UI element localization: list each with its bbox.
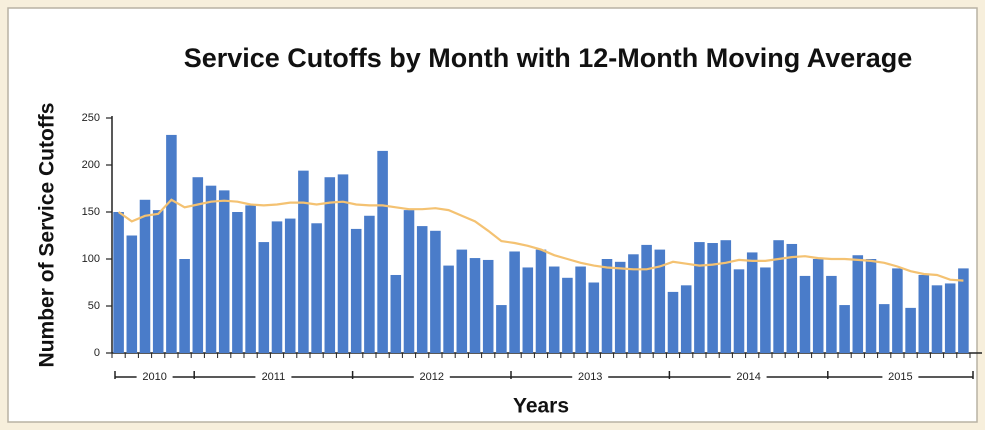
bar [126,235,138,353]
bar [139,199,151,353]
y-tick-label: 0 [94,347,100,359]
bar [839,305,850,353]
bar [641,244,652,353]
bar [667,291,679,353]
bar [680,285,692,353]
bar [337,174,349,353]
x-axis-label: Years [513,395,569,418]
bar [364,215,375,353]
bar [377,150,388,353]
bar [812,259,824,353]
bar [496,305,507,353]
bar [720,240,732,353]
group-label: 2013 [578,371,602,383]
bar [786,243,798,353]
bar [218,190,230,353]
bar [944,283,956,353]
y-tick-label: 150 [82,206,100,218]
bar [799,275,811,353]
bar [179,259,190,353]
bar [271,221,283,353]
bar [826,275,837,353]
bar [390,274,402,353]
y-tick-label: 100 [82,253,100,265]
bar [733,269,745,353]
bar [298,170,309,353]
bar [509,251,520,353]
bar [548,266,560,353]
bar [522,267,534,353]
bar [284,218,296,353]
bar [918,274,930,353]
bar [562,277,573,353]
chart-title: Service Cutoffs by Month with 12-Month M… [184,43,913,73]
bar [892,268,903,353]
y-tick-label: 200 [82,159,100,171]
bar [694,242,705,353]
moving-average-line [117,198,964,282]
bar [456,249,468,353]
bar [773,240,784,353]
bar [628,254,639,353]
bar [905,307,916,353]
group-label: 2014 [736,371,760,383]
bar [865,259,877,353]
bar [324,177,336,353]
bar [654,249,666,353]
bar [575,266,586,353]
bar [166,134,177,353]
bar [192,177,204,353]
group-label: 2010 [142,371,166,383]
bar [878,304,890,353]
group-label: 2012 [420,371,444,383]
bar [601,259,613,353]
bar [535,249,547,353]
bar [482,259,494,353]
bar [931,285,943,353]
y-tick-label: 50 [88,300,100,312]
bar [205,185,217,353]
bar [232,212,243,353]
bar [430,230,441,353]
bar [416,226,428,353]
bar [258,242,270,353]
bar [403,210,415,353]
bar [469,258,481,353]
bar [350,228,362,353]
bar [311,223,322,353]
bar [746,252,758,353]
bar [443,265,454,353]
bar [614,261,626,353]
bar [707,243,718,353]
y-tick-label: 250 [82,112,100,124]
bar [113,212,124,353]
bar [760,267,771,353]
bar [958,268,969,353]
bar [588,282,600,353]
group-label: 2015 [888,371,912,383]
bar [245,205,256,353]
bar [152,210,164,353]
bar [852,255,864,353]
group-label: 2011 [262,371,286,383]
y-axis-label: Number of Service Cutoffs [36,103,59,368]
